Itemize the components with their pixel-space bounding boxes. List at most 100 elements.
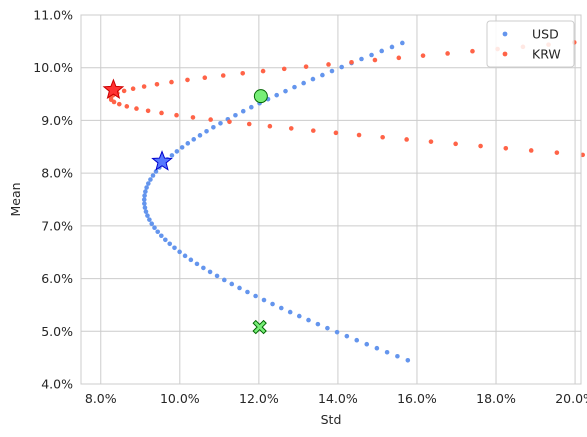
data-point — [261, 297, 267, 303]
data-point — [134, 106, 139, 111]
data-point — [143, 189, 148, 194]
data-point — [339, 64, 344, 70]
data-point — [202, 75, 208, 80]
data-point — [169, 79, 174, 85]
data-point — [144, 185, 149, 190]
data-point — [329, 68, 335, 74]
data-point — [405, 357, 411, 363]
series-krw — [108, 40, 585, 158]
data-point — [333, 130, 339, 136]
data-point — [147, 217, 152, 222]
data-point — [389, 44, 395, 50]
data-point — [260, 68, 266, 74]
data-point — [145, 108, 151, 114]
data-point — [159, 110, 164, 116]
data-point — [306, 317, 311, 323]
data-point — [354, 337, 360, 343]
y-tick-label: 8.0% — [41, 166, 73, 181]
data-point — [222, 277, 227, 283]
data-point — [445, 51, 450, 56]
circle-marker — [253, 89, 268, 104]
data-point — [141, 197, 147, 202]
data-point — [287, 309, 293, 315]
data-point — [420, 53, 426, 58]
data-point — [270, 301, 275, 307]
data-point — [153, 169, 159, 174]
y-axis-title: Mean — [8, 182, 23, 216]
data-point — [283, 88, 288, 94]
data-point — [395, 353, 400, 359]
x-marker — [252, 319, 267, 335]
data-point — [229, 281, 235, 287]
data-point — [296, 313, 302, 319]
legend-box — [486, 20, 575, 68]
y-tick-label: 10.0% — [33, 60, 73, 75]
data-point — [197, 133, 203, 138]
data-point — [292, 84, 297, 90]
data-point — [274, 92, 279, 98]
data-point — [400, 40, 405, 46]
data-point — [320, 72, 325, 78]
x-axis-ticks: 8.0% 10.0% 12.0% 14.0% 16.0% 18.0% 20.0% — [85, 391, 587, 406]
data-point — [240, 70, 246, 76]
star-marker — [102, 78, 125, 100]
data-point — [478, 143, 483, 149]
data-point — [303, 64, 309, 69]
data-point — [453, 141, 458, 147]
legend-swatch-krw — [502, 51, 508, 57]
data-point — [218, 120, 223, 126]
data-point — [379, 48, 385, 54]
data-point — [172, 245, 177, 251]
data-point — [404, 137, 409, 142]
y-tick-label: 5.0% — [41, 324, 73, 339]
data-point — [154, 82, 160, 87]
data-point — [237, 285, 242, 291]
x-tick-label: 20.0% — [555, 391, 587, 406]
data-point — [249, 104, 254, 110]
data-point — [372, 57, 378, 63]
data-point — [253, 293, 258, 299]
data-point — [194, 261, 200, 267]
data-point — [169, 153, 175, 158]
data-point — [182, 253, 188, 259]
data-point — [211, 124, 216, 130]
data-point — [142, 193, 147, 198]
data-point — [554, 150, 560, 155]
data-point — [208, 117, 213, 122]
data-point — [130, 86, 136, 92]
x-tick-label: 8.0% — [85, 391, 117, 406]
data-point — [503, 145, 509, 151]
data-point — [528, 148, 534, 153]
data-point — [233, 112, 238, 118]
data-point — [121, 88, 127, 94]
data-point — [326, 62, 331, 67]
data-point — [163, 237, 168, 243]
data-point — [207, 269, 213, 275]
y-tick-label: 6.0% — [41, 271, 73, 286]
data-point — [116, 101, 122, 107]
data-point — [334, 329, 340, 335]
data-point — [246, 121, 252, 127]
x-tick-label: 14.0% — [318, 391, 358, 406]
data-point — [142, 201, 147, 206]
data-point — [145, 213, 150, 218]
data-point — [240, 108, 246, 114]
data-point — [428, 139, 434, 144]
star-marker — [151, 150, 173, 171]
legend-swatch-usd — [502, 31, 508, 37]
data-point — [278, 305, 284, 311]
data-point — [281, 66, 287, 72]
data-point — [374, 345, 380, 351]
data-point — [190, 115, 196, 120]
data-point — [364, 341, 370, 347]
data-point — [349, 59, 354, 65]
data-point — [152, 225, 157, 231]
series-usd — [141, 40, 411, 363]
legend: USD KRW — [486, 20, 575, 68]
data-point — [174, 149, 180, 154]
data-point — [148, 177, 153, 182]
data-point — [220, 73, 226, 78]
y-axis-ticks: 4.0% 5.0% 6.0% 7.0% 8.0% 9.0% 10.0% 11.0% — [33, 8, 73, 392]
data-point — [142, 205, 148, 210]
